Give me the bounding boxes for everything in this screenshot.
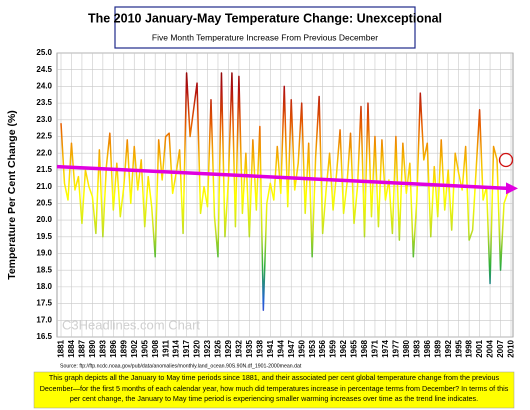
watermark: C3Headlines.com Chart xyxy=(62,317,200,332)
y-tick-label: 25.0 xyxy=(36,48,52,57)
x-tick-label: 1947 xyxy=(287,339,296,357)
x-tick-label: 1950 xyxy=(297,339,306,357)
y-tick-label: 23.0 xyxy=(36,115,52,124)
x-tick-label: 1929 xyxy=(224,339,233,357)
y-tick-label: 21.5 xyxy=(36,165,52,174)
x-tick-label: 1938 xyxy=(255,339,264,357)
y-tick-label: 24.0 xyxy=(36,82,52,91)
note-box xyxy=(33,371,515,409)
y-tick-label: 20.5 xyxy=(36,198,52,207)
x-tick-label: 1974 xyxy=(381,339,390,357)
x-tick-label: 1920 xyxy=(193,339,202,357)
x-tick-label: 1968 xyxy=(360,339,369,357)
x-tick-label: 1911 xyxy=(161,339,170,357)
x-tick-label: 1896 xyxy=(109,339,118,357)
x-tick-label: 1932 xyxy=(235,339,244,357)
y-tick-label: 24.5 xyxy=(36,65,52,74)
y-tick-label: 17.5 xyxy=(36,299,52,308)
x-tick-label: 1986 xyxy=(423,339,432,357)
x-tick-label: 1914 xyxy=(172,339,181,357)
note: This graph depicts all the January to Ma… xyxy=(39,373,509,403)
y-tick-label: 21.0 xyxy=(36,182,52,191)
x-tick-label: 1956 xyxy=(318,339,327,357)
y-tick-label: 19.5 xyxy=(36,232,52,241)
y-tick-label: 16.5 xyxy=(36,332,52,341)
x-tick-label: 1923 xyxy=(203,339,212,357)
x-tick-label: 1881 xyxy=(57,339,66,357)
y-tick-label: 22.0 xyxy=(36,148,52,157)
highlight-circle xyxy=(498,152,514,168)
x-tick-label: 1998 xyxy=(465,339,474,357)
title-box xyxy=(114,6,416,49)
x-tick-label: 1965 xyxy=(350,339,359,357)
chart-subtitle: Five Month Temperature Increase From Pre… xyxy=(152,32,378,42)
x-tick-label: 1953 xyxy=(308,339,317,357)
x-tick-label: 1941 xyxy=(266,339,275,357)
trend-arrowhead xyxy=(506,182,518,195)
y-tick-label: 18.0 xyxy=(36,282,52,291)
y-tick-label: 17.0 xyxy=(36,315,52,324)
x-tick-label: 1992 xyxy=(444,339,453,357)
y-tick-label: 20.0 xyxy=(36,215,52,224)
x-tick-label: 1959 xyxy=(329,339,338,357)
y-tick-label: 18.5 xyxy=(36,265,52,274)
x-tick-label: 1995 xyxy=(454,339,463,357)
x-tick-label: 1908 xyxy=(151,339,160,357)
x-tick-label: 1902 xyxy=(130,339,139,357)
x-tick-label: 1917 xyxy=(182,339,191,357)
x-tick-label: 1977 xyxy=(391,339,400,357)
x-tick-label: 1893 xyxy=(98,339,107,357)
x-tick-label: 1980 xyxy=(402,339,411,357)
x-tick-label: 2001 xyxy=(475,339,484,357)
y-tick-label: 22.5 xyxy=(36,132,52,141)
trend-line xyxy=(56,164,509,191)
x-tick-label: 1971 xyxy=(371,339,380,357)
note-wrap: This graph depicts all the January to Ma… xyxy=(39,373,509,403)
data-line xyxy=(60,72,512,312)
x-tick-label: 1983 xyxy=(412,339,421,357)
x-tick-label: 1899 xyxy=(119,339,128,357)
chart-title: The 2010 January-May Temperature Change:… xyxy=(88,11,442,25)
x-tick-label: 2004 xyxy=(486,339,495,357)
x-tick-label: 1989 xyxy=(433,339,442,357)
x-tick-label: 1935 xyxy=(245,339,254,357)
x-tick-label: 2010 xyxy=(507,339,516,357)
source: Source: ftp://ftp.ncdc.noaa.gov/pub/data… xyxy=(60,363,302,369)
x-tick-label: 1944 xyxy=(276,339,285,357)
x-tick-label: 1887 xyxy=(78,339,87,357)
y-axis-label: Temperature Per Cent Change (%) xyxy=(6,110,18,280)
x-tick-label: 1884 xyxy=(67,339,76,357)
y-tick-label: 23.5 xyxy=(36,98,52,107)
x-tick-label: 1926 xyxy=(214,339,223,357)
x-tick-label: 1905 xyxy=(140,339,149,357)
x-tick-label: 1890 xyxy=(88,339,97,357)
x-tick-label: 1962 xyxy=(339,339,348,357)
x-tick-label: 2007 xyxy=(496,339,505,357)
y-tick-label: 19.0 xyxy=(36,249,52,258)
